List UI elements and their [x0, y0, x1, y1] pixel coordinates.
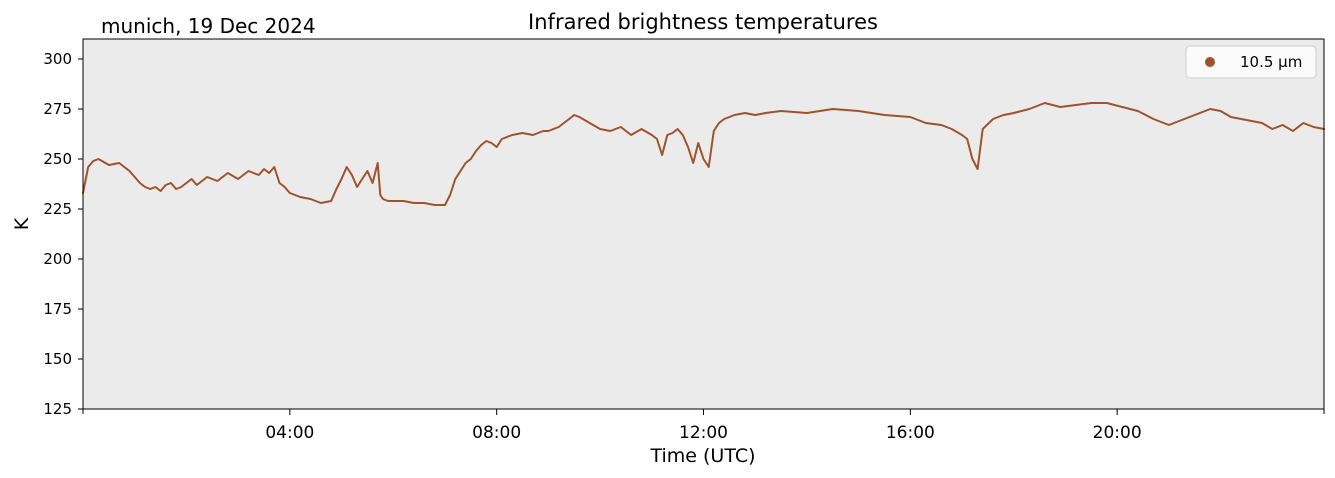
legend: 10.5 µm: [1185, 45, 1317, 79]
x-tick-label: 04:00: [265, 423, 314, 443]
x-axis-label: Time (UTC): [649, 445, 755, 467]
x-tick-label: 20:00: [1093, 423, 1142, 443]
y-tick-label: 200: [43, 250, 72, 268]
legend-marker: [1205, 57, 1215, 67]
y-tick-label: 300: [43, 50, 72, 68]
chart-title: Infrared brightness temperatures: [528, 10, 878, 34]
legend-label: 10.5 µm: [1240, 53, 1302, 71]
y-axis: 125 150 175 200 225 250 275 300: [43, 50, 83, 418]
chart-subtitle: munich, 19 Dec 2024: [101, 14, 316, 38]
y-tick-label: 150: [43, 350, 72, 368]
series-line-0: [82, 102, 1325, 206]
x-tick-label: 08:00: [472, 423, 521, 443]
x-axis: 04:00 08:00 12:00 16:00 20:00: [82, 409, 1325, 443]
legend-box: [1185, 45, 1317, 79]
y-tick-label: 125: [43, 400, 72, 418]
x-tick-label: 12:00: [679, 423, 728, 443]
y-tick-label: 225: [43, 200, 72, 218]
y-tick-label: 175: [43, 300, 72, 318]
y-axis-label: K: [11, 217, 33, 230]
y-tick-label: 275: [43, 100, 72, 118]
y-tick-label: 250: [43, 150, 72, 168]
x-tick-label: 16:00: [886, 423, 935, 443]
plot-area: [83, 39, 1324, 409]
series-layer: [82, 102, 1325, 206]
